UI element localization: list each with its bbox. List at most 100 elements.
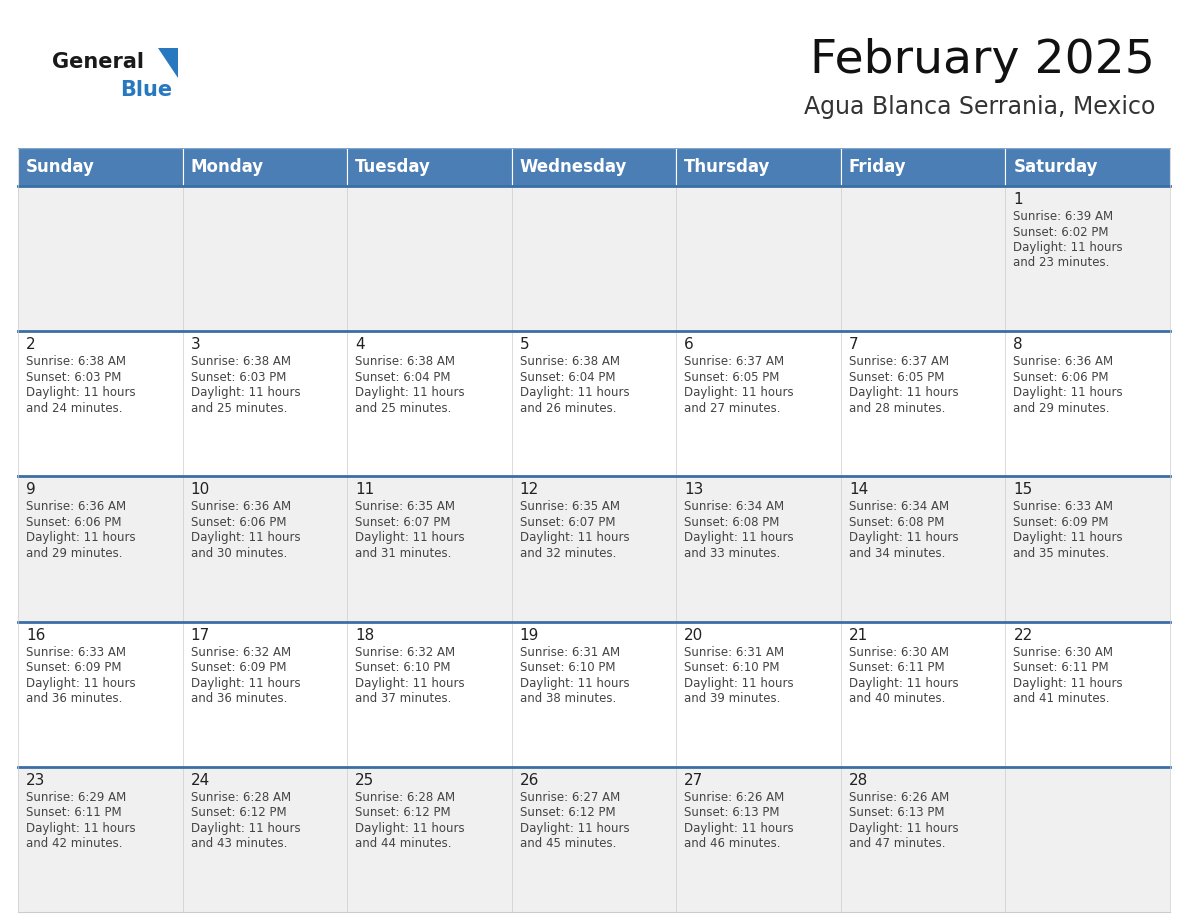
Text: Daylight: 11 hours: Daylight: 11 hours	[849, 822, 959, 834]
Text: Sunrise: 6:37 AM: Sunrise: 6:37 AM	[849, 355, 949, 368]
Text: Daylight: 11 hours: Daylight: 11 hours	[26, 532, 135, 544]
Text: Tuesday: Tuesday	[355, 158, 431, 176]
Text: Sunrise: 6:30 AM: Sunrise: 6:30 AM	[849, 645, 949, 658]
Bar	[1005, 621, 1170, 767]
Text: Daylight: 11 hours: Daylight: 11 hours	[1013, 386, 1123, 399]
Text: Daylight: 11 hours: Daylight: 11 hours	[849, 386, 959, 399]
Text: Sunrise: 6:26 AM: Sunrise: 6:26 AM	[849, 790, 949, 804]
Bar	[183, 148, 347, 186]
Text: and 23 minutes.: and 23 minutes.	[1013, 256, 1110, 270]
Text: and 40 minutes.: and 40 minutes.	[849, 692, 946, 705]
Text: Sunset: 6:10 PM: Sunset: 6:10 PM	[519, 661, 615, 674]
Text: and 46 minutes.: and 46 minutes.	[684, 837, 781, 850]
Text: Sunset: 6:09 PM: Sunset: 6:09 PM	[1013, 516, 1108, 529]
Text: 22: 22	[1013, 628, 1032, 643]
Text: Daylight: 11 hours: Daylight: 11 hours	[684, 677, 794, 689]
Polygon shape	[158, 48, 178, 78]
Bar	[18, 186, 183, 331]
Bar	[183, 476, 347, 621]
Text: Daylight: 11 hours: Daylight: 11 hours	[190, 386, 301, 399]
Text: and 45 minutes.: and 45 minutes.	[519, 837, 617, 850]
Text: 9: 9	[26, 482, 36, 498]
Text: 19: 19	[519, 628, 539, 643]
Text: 7: 7	[849, 337, 859, 353]
Bar	[841, 621, 1005, 767]
Text: Daylight: 11 hours: Daylight: 11 hours	[519, 677, 630, 689]
Text: and 29 minutes.: and 29 minutes.	[26, 547, 122, 560]
Bar	[512, 148, 676, 186]
Text: 2: 2	[26, 337, 36, 353]
Text: Sunset: 6:03 PM: Sunset: 6:03 PM	[26, 371, 121, 384]
Bar	[347, 621, 512, 767]
Text: 23: 23	[26, 773, 45, 788]
Text: 17: 17	[190, 628, 210, 643]
Text: Sunrise: 6:28 AM: Sunrise: 6:28 AM	[355, 790, 455, 804]
Text: Sunset: 6:08 PM: Sunset: 6:08 PM	[849, 516, 944, 529]
Bar	[676, 186, 841, 331]
Text: Sunrise: 6:28 AM: Sunrise: 6:28 AM	[190, 790, 291, 804]
Text: Daylight: 11 hours: Daylight: 11 hours	[519, 822, 630, 834]
Text: and 31 minutes.: and 31 minutes.	[355, 547, 451, 560]
Text: Daylight: 11 hours: Daylight: 11 hours	[684, 822, 794, 834]
Bar	[676, 767, 841, 912]
Text: 10: 10	[190, 482, 210, 498]
Bar	[841, 476, 1005, 621]
Text: Sunset: 6:07 PM: Sunset: 6:07 PM	[355, 516, 450, 529]
Bar	[1005, 476, 1170, 621]
Text: Saturday: Saturday	[1013, 158, 1098, 176]
Text: Daylight: 11 hours: Daylight: 11 hours	[684, 386, 794, 399]
Text: Daylight: 11 hours: Daylight: 11 hours	[1013, 241, 1123, 254]
Text: Sunrise: 6:31 AM: Sunrise: 6:31 AM	[519, 645, 620, 658]
Bar	[841, 331, 1005, 476]
Text: Sunset: 6:06 PM: Sunset: 6:06 PM	[190, 516, 286, 529]
Bar	[183, 186, 347, 331]
Text: and 44 minutes.: and 44 minutes.	[355, 837, 451, 850]
Text: 18: 18	[355, 628, 374, 643]
Bar	[1005, 767, 1170, 912]
Text: and 25 minutes.: and 25 minutes.	[355, 402, 451, 415]
Text: Sunrise: 6:38 AM: Sunrise: 6:38 AM	[26, 355, 126, 368]
Text: and 27 minutes.: and 27 minutes.	[684, 402, 781, 415]
Text: Sunday: Sunday	[26, 158, 95, 176]
Text: and 29 minutes.: and 29 minutes.	[1013, 402, 1110, 415]
Text: 27: 27	[684, 773, 703, 788]
Text: Sunrise: 6:33 AM: Sunrise: 6:33 AM	[26, 645, 126, 658]
Text: Sunrise: 6:38 AM: Sunrise: 6:38 AM	[355, 355, 455, 368]
Text: and 32 minutes.: and 32 minutes.	[519, 547, 617, 560]
Text: Sunrise: 6:32 AM: Sunrise: 6:32 AM	[355, 645, 455, 658]
Bar	[512, 767, 676, 912]
Text: Sunset: 6:12 PM: Sunset: 6:12 PM	[355, 806, 450, 819]
Text: Sunrise: 6:38 AM: Sunrise: 6:38 AM	[190, 355, 291, 368]
Bar	[841, 767, 1005, 912]
Bar	[841, 148, 1005, 186]
Text: and 42 minutes.: and 42 minutes.	[26, 837, 122, 850]
Bar	[841, 186, 1005, 331]
Bar	[183, 767, 347, 912]
Text: Daylight: 11 hours: Daylight: 11 hours	[355, 822, 465, 834]
Bar	[18, 148, 183, 186]
Text: Daylight: 11 hours: Daylight: 11 hours	[190, 822, 301, 834]
Text: Sunrise: 6:35 AM: Sunrise: 6:35 AM	[519, 500, 620, 513]
Text: 8: 8	[1013, 337, 1023, 353]
Bar	[512, 621, 676, 767]
Text: Sunrise: 6:34 AM: Sunrise: 6:34 AM	[684, 500, 784, 513]
Text: Daylight: 11 hours: Daylight: 11 hours	[355, 532, 465, 544]
Text: and 34 minutes.: and 34 minutes.	[849, 547, 946, 560]
Text: Sunset: 6:10 PM: Sunset: 6:10 PM	[684, 661, 779, 674]
Text: Sunrise: 6:29 AM: Sunrise: 6:29 AM	[26, 790, 126, 804]
Text: Sunrise: 6:27 AM: Sunrise: 6:27 AM	[519, 790, 620, 804]
Text: Sunrise: 6:36 AM: Sunrise: 6:36 AM	[190, 500, 291, 513]
Text: Thursday: Thursday	[684, 158, 771, 176]
Text: Sunset: 6:06 PM: Sunset: 6:06 PM	[1013, 371, 1108, 384]
Text: 4: 4	[355, 337, 365, 353]
Text: Daylight: 11 hours: Daylight: 11 hours	[26, 386, 135, 399]
Text: 25: 25	[355, 773, 374, 788]
Text: Sunset: 6:05 PM: Sunset: 6:05 PM	[849, 371, 944, 384]
Text: 13: 13	[684, 482, 703, 498]
Text: Sunrise: 6:31 AM: Sunrise: 6:31 AM	[684, 645, 784, 658]
Bar	[347, 767, 512, 912]
Text: Sunset: 6:05 PM: Sunset: 6:05 PM	[684, 371, 779, 384]
Text: Daylight: 11 hours: Daylight: 11 hours	[1013, 532, 1123, 544]
Bar	[512, 476, 676, 621]
Bar	[183, 331, 347, 476]
